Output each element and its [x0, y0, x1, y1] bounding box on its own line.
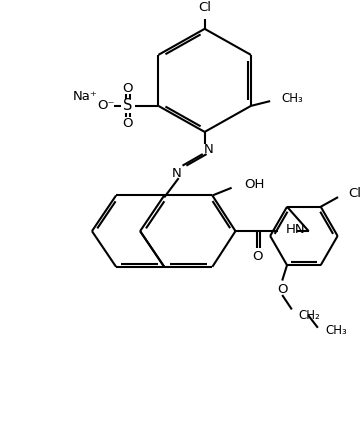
Text: S: S — [123, 98, 132, 114]
Text: Cl: Cl — [349, 187, 362, 200]
Text: O: O — [277, 283, 288, 296]
Text: O: O — [252, 250, 263, 263]
Text: CH₃: CH₃ — [282, 92, 304, 104]
Text: CH₃: CH₃ — [325, 324, 347, 337]
Text: O⁻: O⁻ — [98, 99, 115, 112]
Text: HN: HN — [286, 223, 305, 236]
Text: CH₂: CH₂ — [298, 309, 320, 322]
Text: N: N — [203, 143, 213, 156]
Text: O: O — [122, 117, 133, 130]
Text: OH: OH — [244, 178, 265, 191]
Text: Cl: Cl — [198, 1, 211, 14]
Text: N: N — [172, 167, 182, 180]
Text: O: O — [122, 82, 133, 95]
Text: Na⁺: Na⁺ — [73, 90, 98, 103]
